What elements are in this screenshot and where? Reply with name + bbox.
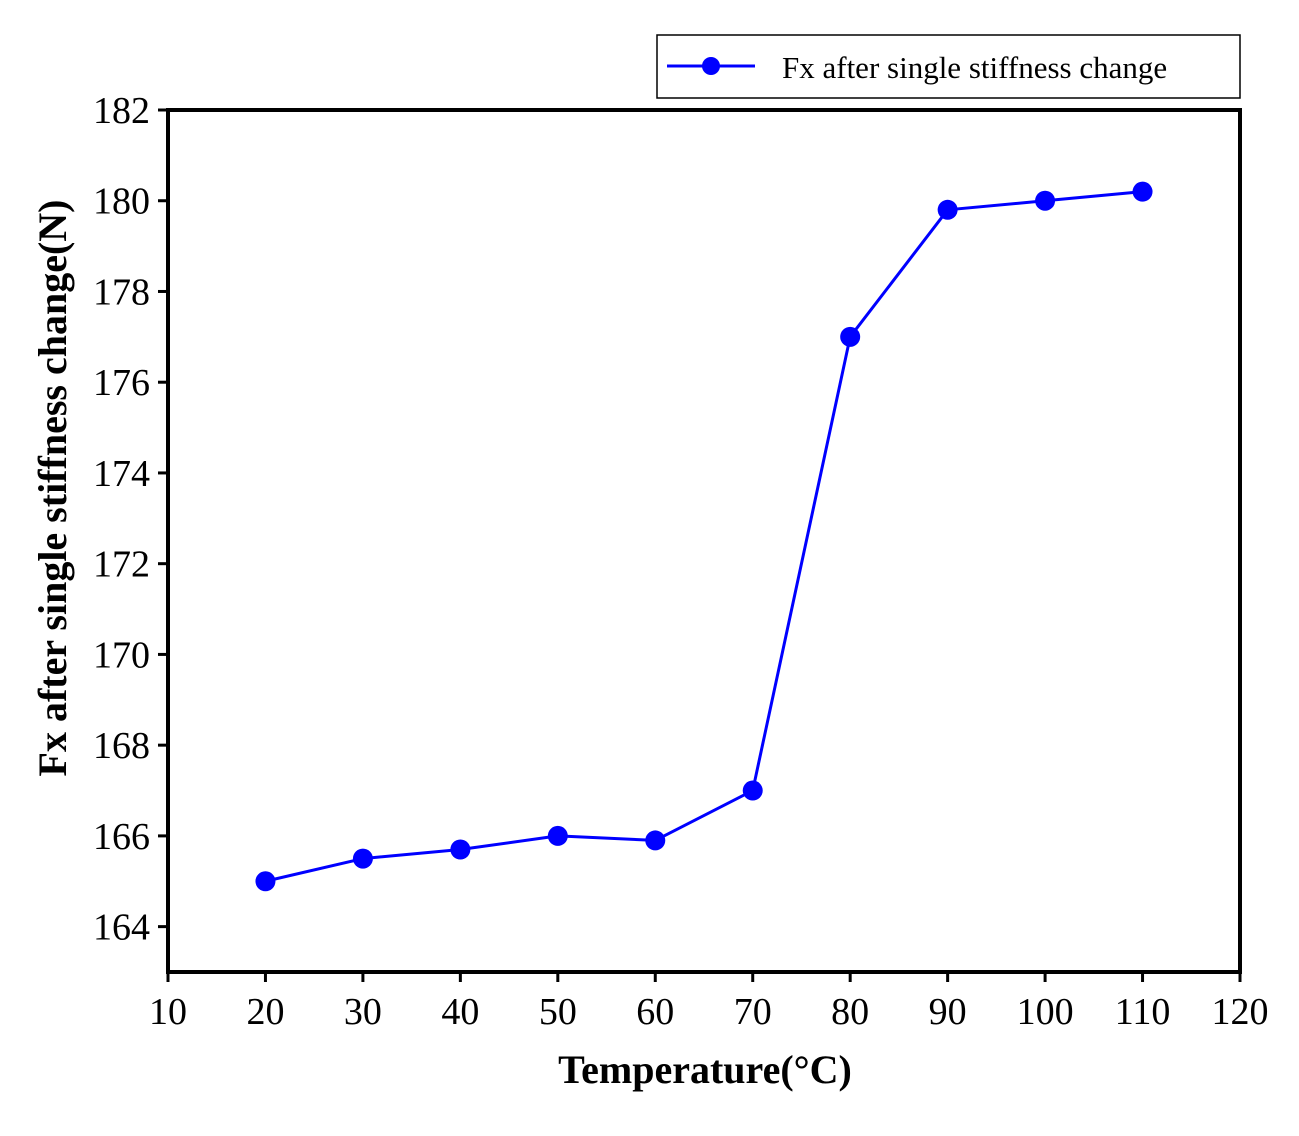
data-point — [742, 780, 763, 801]
y-tick-label: 168 — [93, 725, 150, 767]
data-point — [255, 871, 276, 892]
x-tick-label: 110 — [1115, 991, 1171, 1033]
data-point — [937, 199, 958, 220]
x-tick-label: 90 — [929, 991, 967, 1033]
y-axis-title: Fx after single stiffness change(N) — [30, 200, 75, 777]
x-tick-label: 10 — [149, 991, 187, 1033]
legend-label: Fx after single stiffness change — [782, 50, 1167, 85]
legend-marker — [702, 57, 720, 75]
ticks-layer: 10 20 30 40 50 60 70 80 90 100 110 120 164 166 168 170 1… — [93, 90, 1269, 1033]
series-line — [265, 190, 1143, 883]
y-tick-label: 174 — [93, 453, 150, 495]
y-tick-label: 178 — [93, 271, 150, 313]
y-tick-label: 170 — [93, 634, 150, 676]
y-tick-label: 182 — [93, 90, 150, 132]
data-point — [352, 848, 373, 869]
x-tick-label: 70 — [734, 991, 772, 1033]
series-layer — [255, 181, 1153, 892]
x-tick-label: 120 — [1212, 991, 1269, 1033]
y-tick-label: 180 — [93, 181, 150, 223]
x-tick-label: 50 — [539, 991, 577, 1033]
data-point — [1132, 181, 1153, 202]
data-point — [450, 839, 471, 860]
x-tick-label: 80 — [831, 991, 869, 1033]
x-tick-label: 100 — [1017, 991, 1074, 1033]
data-point — [547, 825, 568, 846]
y-tick-label: 166 — [93, 816, 150, 858]
y-tick-label: 164 — [93, 907, 150, 949]
x-tick-label: 40 — [441, 991, 479, 1033]
data-point — [1035, 190, 1056, 211]
x-tick-label: 30 — [344, 991, 382, 1033]
data-point — [840, 326, 861, 347]
y-tick-label: 176 — [93, 362, 150, 404]
legend: Fx after single stiffness change — [656, 34, 1241, 99]
x-tick-label: 20 — [246, 991, 284, 1033]
y-tick-label: 172 — [93, 544, 150, 586]
plot-frame — [166, 108, 1242, 974]
x-axis-title: Temperature(°C) — [558, 1047, 852, 1092]
data-point — [645, 830, 666, 851]
x-tick-label: 60 — [636, 991, 674, 1033]
